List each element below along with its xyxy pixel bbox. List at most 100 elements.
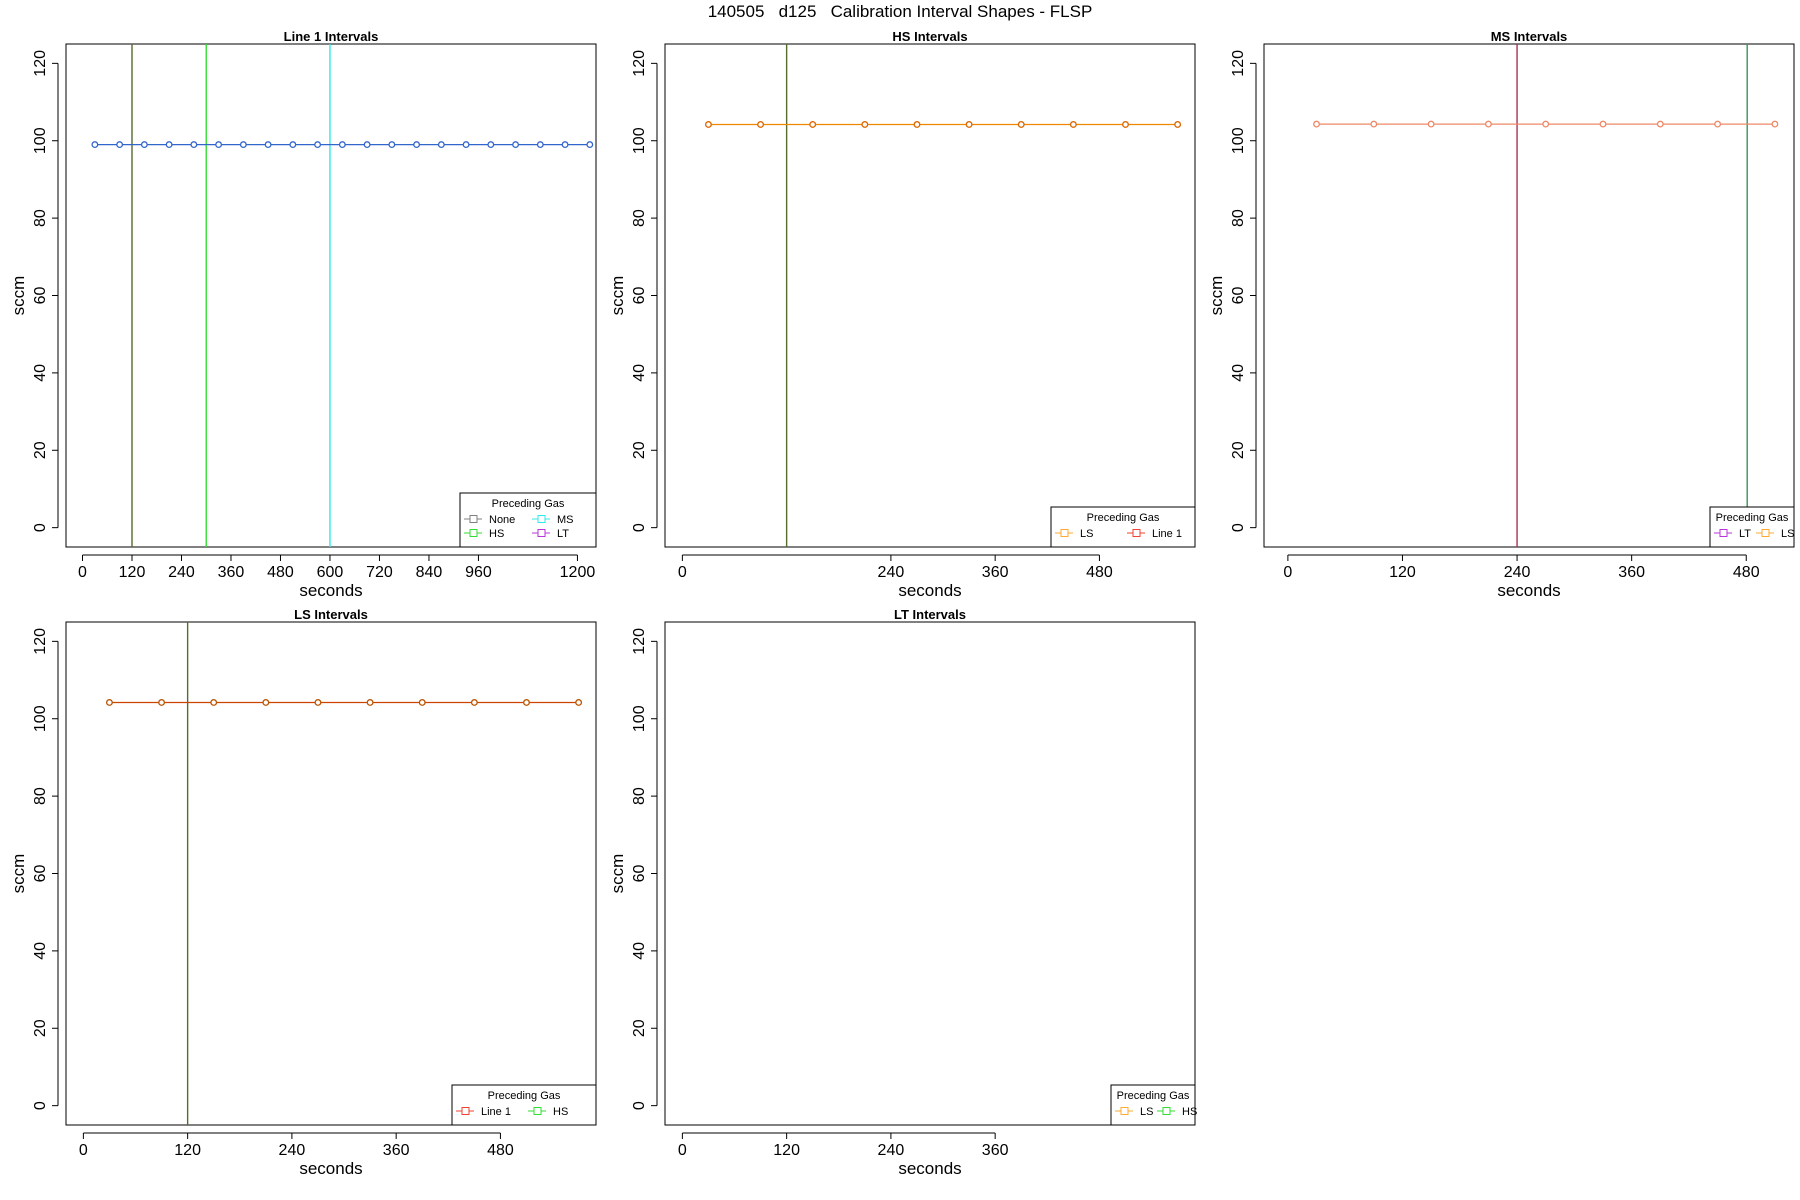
y-tick-label: 80 [32,787,49,805]
legend-swatch-marker [1162,1107,1171,1115]
data-point [116,141,124,149]
legend-title: Preceding Gas [1716,512,1789,524]
x-tick-label: 1200 [560,564,596,581]
data-point [190,141,198,149]
page-title: 140505 d125 Calibration Interval Shapes … [707,2,1093,21]
y-tick-label: 20 [631,441,648,459]
y-tick-label: 60 [631,287,648,305]
data-point [1599,120,1607,128]
y-tick-label: 0 [32,523,49,532]
data-point [586,141,594,149]
data-point [1174,121,1182,128]
y-tick-label: 20 [32,441,49,459]
x-tick-label: 840 [416,564,443,581]
chart-panel-5: LT Intervals 0 120 240 360 seconds 0 20 40 60 80 10… [608,607,1197,1178]
data-point [264,141,272,149]
x-tick-label: 120 [174,1142,201,1159]
data-point [536,141,544,149]
data-point [523,699,530,706]
legend-swatch-marker [533,1107,542,1115]
x-tick-label: 240 [878,564,905,581]
data-point [575,699,583,706]
x-tick-label: 0 [678,1142,687,1159]
plot-frame [65,43,597,548]
data-point [470,699,478,706]
legend-entry-label: Line 1 [481,1106,511,1118]
data-point [289,141,297,149]
y-tick-label: 120 [32,50,49,77]
y-axis-label: sccm [1207,276,1226,316]
data-point [1017,121,1025,128]
data-point [861,121,869,128]
legend-entry-label: LS [1080,528,1093,540]
data-point [1714,120,1722,128]
data-point [965,121,973,128]
chart-panel-3: MS Intervals 0 120 240 360 480 seconds 0 20 40 60 8… [1207,29,1795,600]
data-point [462,141,470,149]
legend-box [1110,1084,1196,1126]
legend-swatch-marker [1719,529,1728,537]
legend-box [459,492,597,548]
x-tick-label: 0 [79,1142,88,1159]
chart-panel-2: HS Intervals 0 240 360 480 seconds 0 20 40 60 80 10… [608,29,1196,600]
y-tick-label: 0 [1230,523,1247,532]
legend-swatch-marker [469,529,478,537]
legend-swatch-marker [1132,529,1141,537]
legend-swatch-marker [461,1107,470,1115]
legend-swatch-marker [1060,529,1069,537]
data-point [262,699,270,706]
data-point [1484,120,1492,128]
data-point [809,121,817,128]
x-tick-label: 120 [1389,564,1416,581]
data-point [757,121,765,128]
legend-swatch-marker [469,515,478,523]
plot-frame [1263,43,1795,548]
data-point [158,699,166,706]
x-tick-label: 720 [366,564,393,581]
y-tick-label: 40 [631,364,648,382]
plot-frame [664,43,1196,548]
data-point [338,141,346,149]
y-tick-label: 100 [1230,127,1247,154]
data-point [1542,120,1550,128]
y-tick-label: 40 [631,942,648,960]
plot-frame [664,621,1196,1126]
legend-title: Preceding Gas [1087,512,1160,524]
data-point [704,121,712,128]
data-point [140,141,148,149]
chart-title: LS Intervals [294,607,368,622]
data-point [239,141,247,149]
x-tick-label: 120 [773,1142,800,1159]
y-axis-label: sccm [608,854,627,894]
x-tick-label: 480 [1086,564,1113,581]
legend-entry-label: LT [1739,528,1751,540]
y-tick-label: 20 [1230,441,1247,459]
x-tick-label: 120 [119,564,146,581]
legend-entry-label: MS [557,514,574,526]
y-tick-label: 120 [631,50,648,77]
y-tick-label: 120 [631,628,648,655]
data-point [363,141,371,149]
y-axis-label: sccm [9,854,28,894]
y-tick-label: 120 [32,628,49,655]
y-tick-label: 60 [32,287,49,305]
data-point [437,141,445,149]
chart-title: MS Intervals [1491,29,1568,44]
x-tick-label: 360 [383,1142,410,1159]
y-tick-label: 40 [32,364,49,382]
plot-frame [65,621,597,1126]
data-point [105,699,113,706]
y-tick-label: 100 [32,127,49,154]
data-point [314,141,322,149]
x-tick-label: 360 [1618,564,1645,581]
legend-title: Preceding Gas [488,1090,561,1102]
x-axis-label: seconds [1497,581,1560,600]
legend-entry-label: HS [553,1106,568,1118]
y-tick-label: 40 [1230,364,1247,382]
legend-swatch-marker [537,529,546,537]
data-point [561,141,569,149]
x-axis-label: seconds [299,1159,362,1178]
y-tick-label: 20 [32,1019,49,1037]
x-tick-label: 0 [1283,564,1292,581]
y-tick-label: 120 [1230,50,1247,77]
